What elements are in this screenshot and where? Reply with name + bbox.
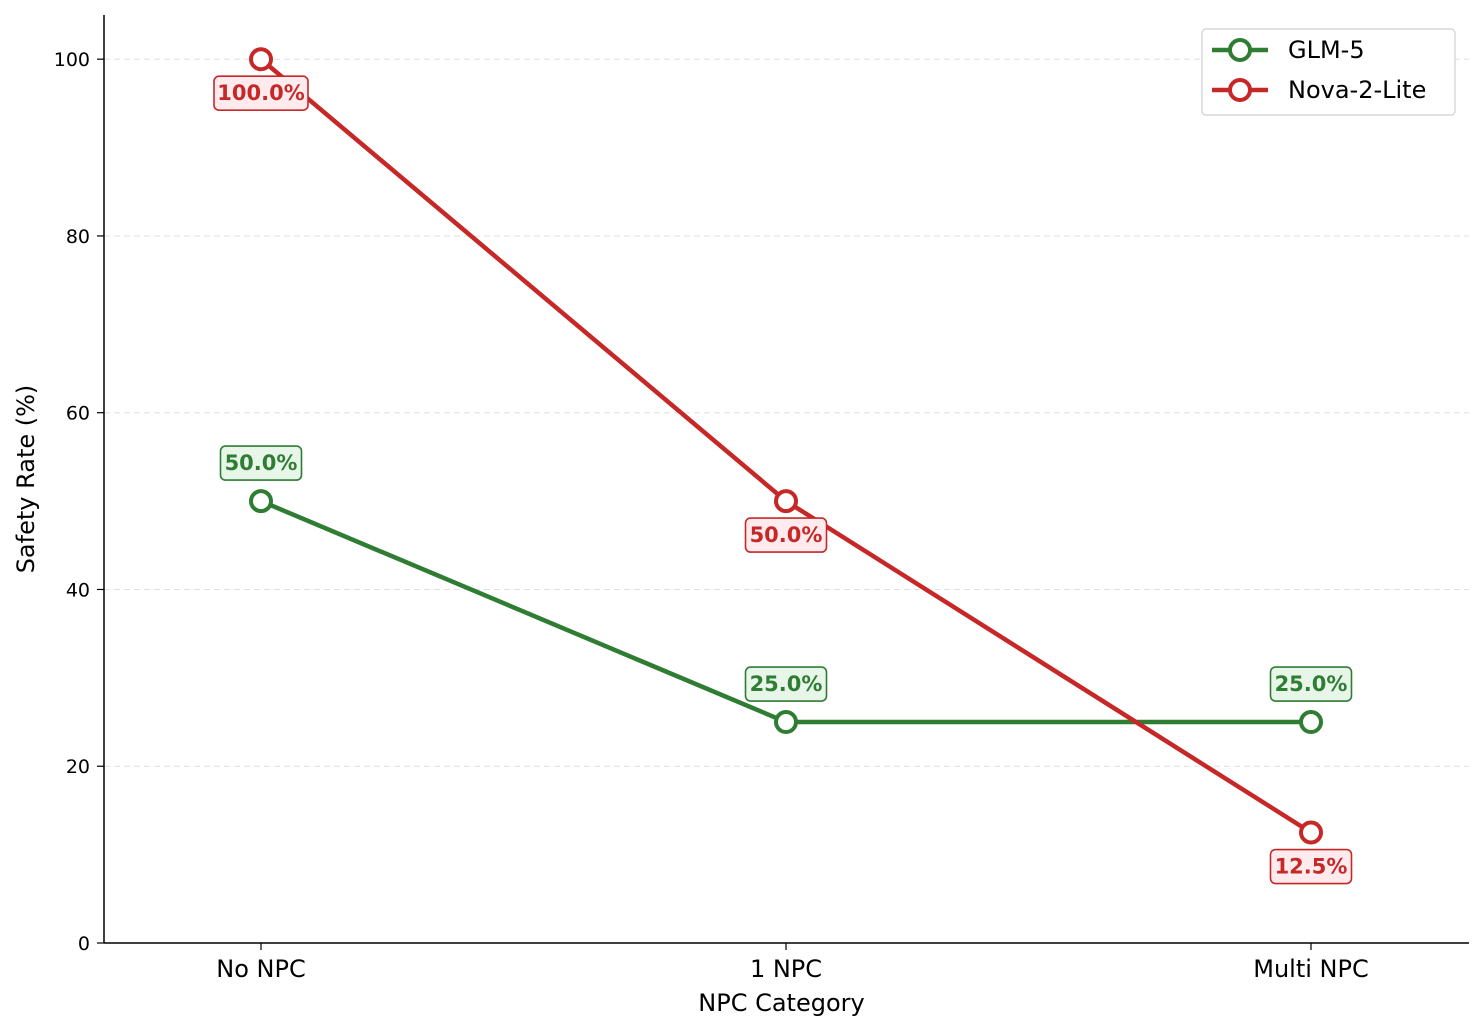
- data-label-box: [744, 666, 828, 702]
- data-label-box: [744, 517, 828, 553]
- data-point: [774, 489, 798, 514]
- data-point: [249, 47, 273, 72]
- gridlines: [104, 58, 1469, 767]
- data-point: [774, 710, 798, 735]
- y-tick-label: 60: [66, 403, 90, 425]
- legend-item: Nova-2-Lite: [1212, 76, 1426, 104]
- y-tick-label: 20: [66, 756, 90, 778]
- legend[interactable]: GLM-5 Nova-2-Lite: [1201, 28, 1456, 116]
- data-label: 25.0%: [750, 672, 823, 696]
- x-ticks: No NPC 1 NPC Multi NPC: [216, 943, 1369, 983]
- legend-label: GLM-5: [1288, 36, 1365, 64]
- y-tick-label: 100: [54, 49, 90, 71]
- y-axis-title: Safety Rate (%): [12, 385, 40, 574]
- x-tick-label: Multi NPC: [1253, 955, 1368, 983]
- legend-marker: [1228, 38, 1252, 62]
- data-label: 25.0%: [1275, 672, 1348, 696]
- data-label-box: [1269, 848, 1353, 885]
- y-tick-label: 80: [66, 226, 90, 248]
- legend-marker: [1228, 78, 1252, 102]
- data-point: [249, 489, 273, 514]
- data-label: 12.5%: [1275, 855, 1348, 879]
- data-point: [1299, 710, 1323, 735]
- data-label-box: [1269, 666, 1353, 702]
- data-label-box: [213, 75, 309, 111]
- y-tick-label: 40: [66, 579, 90, 601]
- data-label: 50.0%: [225, 451, 298, 475]
- legend-item: GLM-5: [1212, 36, 1365, 64]
- data-label: 100.0%: [217, 81, 304, 105]
- series-group: 50.0% 25.0% 25.0% 100.0% 50.0% 12.5%: [213, 47, 1353, 885]
- data-point: [1299, 820, 1323, 845]
- y-tick-label: 0: [78, 933, 90, 955]
- x-axis-title: NPC Category: [698, 989, 864, 1017]
- data-label: 50.0%: [750, 523, 823, 547]
- x-tick-label: No NPC: [216, 955, 305, 983]
- x-tick-label: 1 NPC: [750, 955, 822, 983]
- legend-label: Nova-2-Lite: [1288, 76, 1426, 104]
- data-label-box: [219, 445, 303, 481]
- series-nova-2-lite: 100.0% 50.0% 12.5%: [213, 47, 1353, 885]
- y-ticks: 0 20 40 60 80 100: [54, 49, 104, 955]
